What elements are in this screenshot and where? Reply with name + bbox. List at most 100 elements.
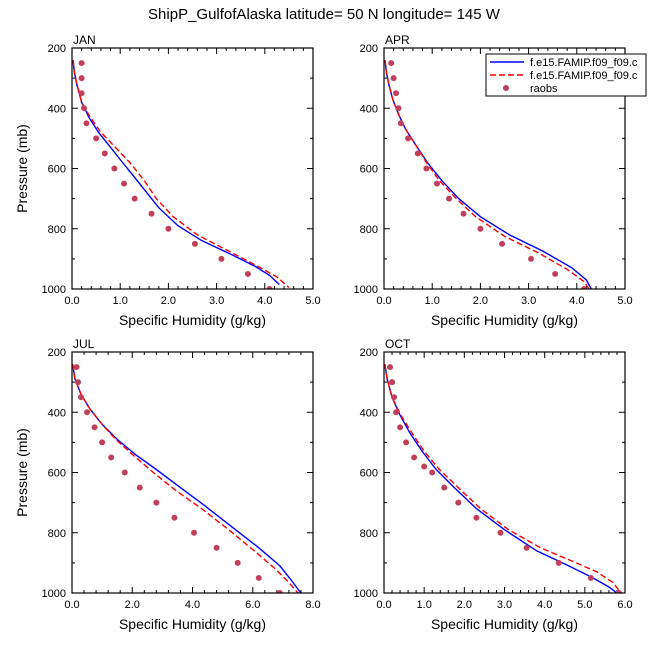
raobs-point [429,469,436,476]
raobs-point [171,514,178,521]
panel-label: OCT [385,337,411,351]
x-tick-label: 3.0 [497,599,512,611]
y-tick-label: 600 [48,164,66,176]
x-tick-label: 0.0 [64,599,79,611]
panel-jan: 0.0 1.0 2.0 3.0 4.0 5.0 200 400 600 800 1000 JAN Spe… [14,33,321,328]
y-axis-label: Pressure (mb) [14,124,30,213]
y-tick-label: 200 [48,347,66,359]
raobs-point [78,394,85,401]
x-tick-label: 6.0 [617,599,632,611]
raobs-point [389,379,396,386]
raobs-point [615,590,622,593]
raobs-point [153,499,160,506]
panel-label: APR [385,33,410,47]
raobs-point [423,165,430,172]
series-line-solid [384,363,618,593]
x-axis-label: Specific Humidity (g/kg) [119,312,266,328]
x-axis-label: Specific Humidity (g/kg) [119,616,266,632]
raobs-point [523,544,530,551]
raobs-point [587,574,594,581]
y-tick-label: 200 [360,43,378,55]
raobs-point [460,210,467,217]
raobs-point [191,529,198,536]
x-axis-label: Specific Humidity (g/kg) [431,616,578,632]
y-tick-label: 400 [48,103,66,115]
raobs-point [78,75,85,82]
raobs-point [555,559,562,566]
legend-label: raobs [530,83,558,95]
x-tick-label: 0.0 [376,599,391,611]
x-tick-label: 3.0 [209,295,224,307]
raobs-point [421,463,428,470]
y-tick-label: 600 [360,164,378,176]
plot-frame [383,351,626,594]
raobs-point [393,409,400,416]
x-tick-label: 5.0 [577,599,592,611]
raobs-point [403,439,410,446]
plot-frame [71,351,314,594]
series-line-dashed [72,59,290,289]
raobs-point [111,165,118,172]
x-axis-label: Specific Humidity (g/kg) [431,312,578,328]
legend-label: f.e15.FAMIP.f09_f09.c [530,57,638,69]
panel-oct: 0.0 1.0 2.0 3.0 4.0 5.0 6.0 200 400 600 800 1000 OCT… [354,337,633,632]
raobs-point [528,255,535,262]
raobs-point [234,559,241,566]
x-tick-label: 1.0 [425,295,440,307]
x-tick-label: 3.0 [521,295,536,307]
x-tick-label: 5.0 [617,295,632,307]
y-tick-label: 600 [48,468,66,480]
raobs-point [414,150,421,157]
x-tick-label: 2.0 [161,295,176,307]
legend-label: f.e15.FAMIP.f09_f09.c [530,70,638,82]
raobs-point [121,469,128,476]
raobs-point [81,105,88,112]
raobs-point [255,574,262,581]
raobs-point [165,225,172,232]
plot-area [384,59,592,289]
raobs-point [99,439,106,446]
y-tick-label: 1000 [354,588,378,600]
panel-label: JUL [73,337,95,351]
raobs-point [131,195,138,202]
plot-area [384,363,622,593]
series-line-dashed [72,363,299,593]
raobs-point [411,454,418,461]
x-tick-label: 8.0 [305,599,320,611]
raobs-point [101,150,108,157]
raobs-point [393,90,400,97]
raobs-point [75,379,82,386]
x-tick-label: 0.0 [376,295,391,307]
y-tick-label: 200 [48,43,66,55]
y-tick-label: 1000 [354,284,378,296]
raobs-point [84,409,91,416]
x-tick-label: 4.0 [185,599,200,611]
raobs-point [441,484,448,491]
raobs-point [91,424,98,431]
raobs-point [78,60,85,67]
series-line-dashed [384,363,622,593]
raobs-point [581,286,588,289]
x-tick-label: 2.0 [125,599,140,611]
raobs-point [121,180,128,187]
raobs-point [136,484,143,491]
y-tick-label: 800 [48,528,66,540]
raobs-point [148,210,155,217]
raobs-point [108,454,115,461]
series-line-dashed [384,59,590,289]
raobs-point [446,195,453,202]
raobs-point [276,590,283,593]
plot-frame [383,47,626,290]
raobs-point [499,240,506,247]
raobs-point [244,270,251,277]
raobs-point [397,424,404,431]
x-tick-label: 0.0 [64,295,79,307]
raobs-point [388,60,395,67]
raobs-point [93,135,100,142]
raobs-point [78,90,85,97]
raobs-point [266,286,273,289]
y-tick-label: 600 [360,468,378,480]
y-tick-label: 200 [360,347,378,359]
legend-dot-marker [503,85,509,91]
